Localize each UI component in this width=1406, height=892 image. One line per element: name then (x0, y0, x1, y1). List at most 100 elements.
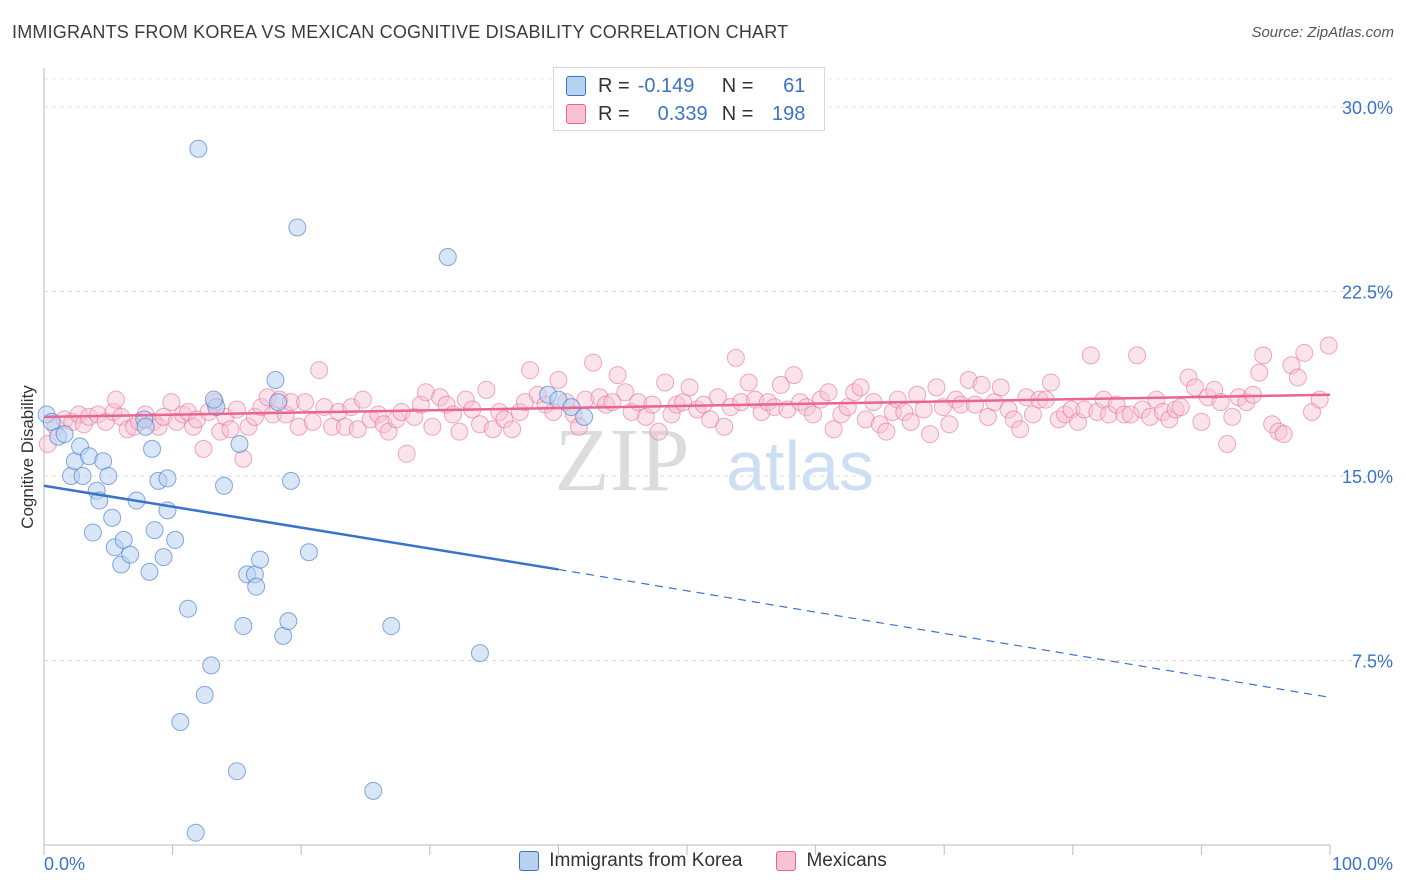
data-point-mexicans (162, 393, 181, 412)
trendline-korea-extension (558, 568, 1331, 698)
data-point-korea (269, 393, 288, 412)
data-point-korea (470, 644, 489, 663)
data-point-mexicans (701, 410, 720, 429)
data-point-mexicans (649, 422, 668, 441)
data-point-mexicans (832, 405, 851, 424)
source-label: Source: ZipAtlas.com (1251, 24, 1394, 41)
legend-label-korea: Immigrants from Korea (549, 850, 743, 871)
data-point-mexicans (680, 378, 699, 397)
data-point-mexicans (1223, 407, 1242, 426)
data-point-mexicans (1263, 415, 1282, 434)
data-point-mexicans (310, 361, 329, 380)
y-tick-label: 7.5% (1352, 651, 1393, 671)
data-point-korea (195, 685, 214, 704)
data-point-mexicans (397, 444, 416, 463)
data-point-mexicans (1179, 368, 1198, 387)
data-point-korea (202, 656, 221, 675)
data-point-mexicans (289, 417, 308, 436)
data-point-korea (230, 434, 249, 453)
x-tick-label: 100.0% (1332, 854, 1393, 874)
data-point-korea (171, 712, 190, 731)
data-point-korea (136, 417, 155, 436)
data-point-mexicans (107, 390, 126, 409)
data-point-mexicans (616, 383, 635, 402)
data-point-korea (73, 466, 92, 485)
data-point-korea (143, 439, 162, 458)
data-point-mexicans (503, 420, 522, 439)
data-point-mexicans (608, 366, 627, 385)
data-point-korea (438, 247, 457, 266)
data-point-mexicans (1004, 410, 1023, 429)
data-point-mexicans (819, 383, 838, 402)
legend-label-mexicans: Mexicans (806, 850, 887, 871)
data-point-korea (186, 823, 205, 842)
data-point-mexicans (1107, 395, 1126, 414)
mexicans-swatch (566, 104, 586, 124)
data-point-mexicans (1269, 422, 1288, 441)
axes (43, 68, 1331, 855)
data-point-mexicans (416, 383, 435, 402)
data-point-mexicans (914, 400, 933, 419)
data-point-mexicans (1319, 336, 1338, 355)
data-point-korea (158, 469, 177, 488)
data-point-mexicans (1081, 346, 1100, 365)
data-point-mexicans (895, 402, 914, 421)
data-point-mexicans (1274, 425, 1293, 444)
legend-item-mexicans[interactable]: Mexicans (776, 850, 887, 872)
data-point-korea (279, 612, 298, 631)
series-legend: Immigrants from Korea Mexicans (0, 850, 1406, 872)
data-point-mexicans (870, 415, 889, 434)
y-axis-label: Cognitive Disability (18, 385, 37, 529)
data-point-korea (575, 407, 594, 426)
mexicans-legend-swatch (776, 851, 797, 871)
series-korea (37, 139, 594, 842)
korea-legend-swatch (519, 851, 540, 871)
data-point-korea (288, 218, 307, 237)
korea-swatch (566, 76, 586, 96)
data-point-mexicans (549, 371, 568, 389)
n-value: 198 (772, 102, 806, 125)
stats-legend: R = -0.149 N = 61 R = 0.339 N = 198 (553, 67, 825, 131)
data-point-mexicans (1166, 400, 1185, 419)
data-point-mexicans (1237, 393, 1256, 412)
data-point-mexicans (1121, 405, 1140, 424)
data-point-mexicans (69, 405, 88, 424)
data-point-mexicans (1099, 405, 1118, 424)
data-point-mexicans (784, 366, 803, 385)
data-point-mexicans (726, 348, 745, 367)
data-point-mexicans (804, 405, 823, 424)
data-point-mexicans (348, 420, 367, 439)
data-point-mexicans (824, 420, 843, 439)
trendlines (43, 393, 1331, 698)
data-point-korea (145, 521, 164, 540)
data-point-korea (204, 390, 223, 409)
data-point-mexicans (856, 410, 875, 429)
n-value: 61 (783, 74, 806, 97)
data-point-mexicans (423, 417, 442, 436)
n-label: N = (721, 102, 754, 125)
data-point-korea (251, 550, 270, 569)
data-point-mexicans (991, 378, 1010, 397)
data-point-korea (382, 617, 401, 636)
data-point-korea (227, 762, 246, 781)
legend-item-korea[interactable]: Immigrants from Korea (519, 850, 742, 872)
data-point-mexicans (1254, 346, 1273, 365)
y-tick-label: 22.5% (1342, 282, 1393, 302)
data-point-mexicans (234, 449, 253, 468)
stats-row-mexicans: R = 0.339 N = 198 (566, 102, 805, 126)
data-point-mexicans (1128, 346, 1147, 365)
data-point-korea (83, 523, 102, 542)
data-point-korea (121, 545, 140, 564)
data-point-korea (266, 371, 285, 389)
data-point-korea (247, 577, 266, 596)
data-point-korea (99, 466, 118, 485)
data-point-mexicans (167, 412, 186, 431)
data-point-korea (166, 530, 185, 549)
y-tick-label: 30.0% (1342, 98, 1393, 118)
trendline-korea (43, 484, 559, 571)
chart-title: IMMIGRANTS FROM KOREA VS MEXICAN COGNITI… (12, 22, 789, 42)
stats-row-korea: R = -0.149 N = 61 (566, 74, 805, 98)
watermark-atlas: atlas (726, 427, 874, 505)
data-point-korea (234, 617, 253, 636)
